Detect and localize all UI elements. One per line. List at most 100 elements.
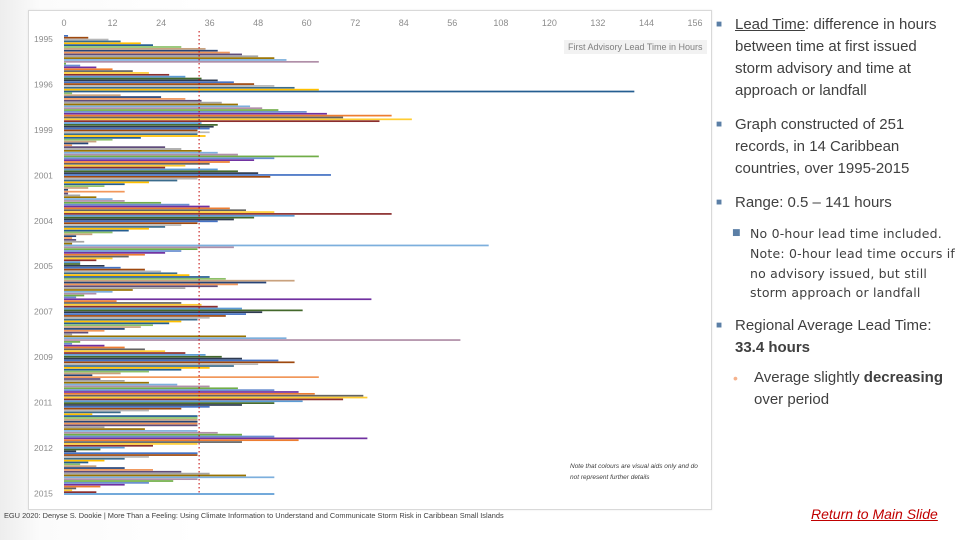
bar (64, 305, 218, 308)
bar (64, 418, 198, 421)
bar (64, 244, 489, 247)
x-tick-label: 72 (350, 18, 360, 28)
bar (64, 151, 218, 154)
bar (64, 392, 315, 395)
bar (64, 129, 198, 132)
bar (64, 430, 198, 432)
bar (64, 489, 73, 492)
bar (64, 253, 145, 256)
no-zero-text: No 0-hour lead time included. Note: 0-ho… (750, 226, 956, 301)
bar (64, 86, 295, 89)
bullet-regional-average: ■ Regional Average Lead Time: 33.4 hours (716, 315, 956, 359)
bar (64, 111, 307, 113)
bar (64, 46, 182, 48)
bar (64, 350, 166, 353)
bar (64, 398, 344, 401)
bar (64, 59, 287, 61)
year-label: 1996 (34, 79, 53, 89)
bar (64, 166, 166, 169)
bar (64, 240, 85, 243)
dot-bullet-icon: • (733, 370, 738, 387)
bar (64, 192, 69, 195)
bar (64, 485, 101, 488)
bar (64, 242, 73, 245)
bar (64, 404, 242, 406)
bar (64, 320, 182, 323)
year-label: 2009 (34, 352, 53, 362)
lead-time-definition: : difference in hours between time at fi… (735, 16, 937, 99)
bar (64, 365, 234, 367)
bar (64, 411, 121, 414)
regional-average-label: Regional Average Lead Time: (735, 317, 932, 335)
bar (64, 339, 461, 341)
bar (64, 296, 77, 299)
sub-bullet-trend: • Average slightly decreasing over perio… (731, 367, 956, 411)
return-to-main-slide-link[interactable]: Return to Main Slide (811, 506, 938, 522)
year-label: 2004 (34, 216, 53, 226)
bar (64, 101, 222, 104)
year-label: 1995 (34, 34, 53, 44)
bar (64, 409, 149, 412)
bar (64, 457, 125, 460)
bar (64, 324, 153, 327)
bar (64, 107, 263, 110)
bar (64, 122, 202, 124)
year-label: 2012 (34, 443, 53, 453)
bar (64, 285, 218, 288)
bar (64, 224, 182, 226)
bar (64, 337, 287, 340)
bar (64, 229, 129, 232)
x-tick-label: 0 (61, 18, 66, 28)
bar (64, 55, 259, 58)
bar (64, 424, 198, 427)
bar (64, 231, 113, 234)
bar (64, 263, 81, 265)
bar (64, 239, 77, 241)
x-tick-label: 120 (542, 18, 557, 28)
x-tick-label: 56 (447, 18, 457, 28)
bar (64, 487, 77, 490)
bar (64, 328, 125, 330)
bar (64, 255, 129, 258)
bar (64, 38, 109, 41)
bar (64, 77, 202, 80)
bar (64, 279, 295, 282)
bar (64, 140, 97, 143)
bar (64, 181, 149, 184)
bar (64, 103, 238, 106)
bar (64, 218, 234, 221)
bar (64, 40, 121, 43)
x-tick-label: 84 (399, 18, 409, 28)
bar (64, 435, 275, 438)
bar (64, 265, 105, 267)
bar (64, 480, 174, 482)
bar (64, 391, 299, 393)
bar (64, 389, 275, 391)
square-bullet-icon: ■ (716, 19, 723, 30)
bar (64, 417, 198, 419)
year-label: 2007 (34, 307, 53, 317)
bar (64, 49, 218, 52)
bar (64, 357, 242, 360)
x-tick-label: 12 (108, 18, 118, 28)
bar (64, 94, 121, 97)
bar (64, 190, 125, 193)
bar (64, 188, 69, 191)
bar (64, 177, 198, 180)
bar (64, 303, 202, 306)
bar (64, 207, 230, 210)
bar (64, 60, 319, 63)
bar (64, 146, 166, 148)
bullet-range: ■ Range: 0.5 – 141 hours (716, 192, 956, 214)
bar (64, 220, 218, 223)
bar (64, 352, 186, 354)
bar (64, 259, 97, 262)
trend-suffix: over period (754, 391, 830, 409)
bar (64, 307, 242, 310)
bar (64, 363, 259, 366)
bar (64, 164, 186, 167)
bar (64, 209, 247, 212)
bar (64, 378, 101, 380)
bar (64, 302, 182, 304)
trend-prefix: Average slightly (754, 369, 864, 387)
